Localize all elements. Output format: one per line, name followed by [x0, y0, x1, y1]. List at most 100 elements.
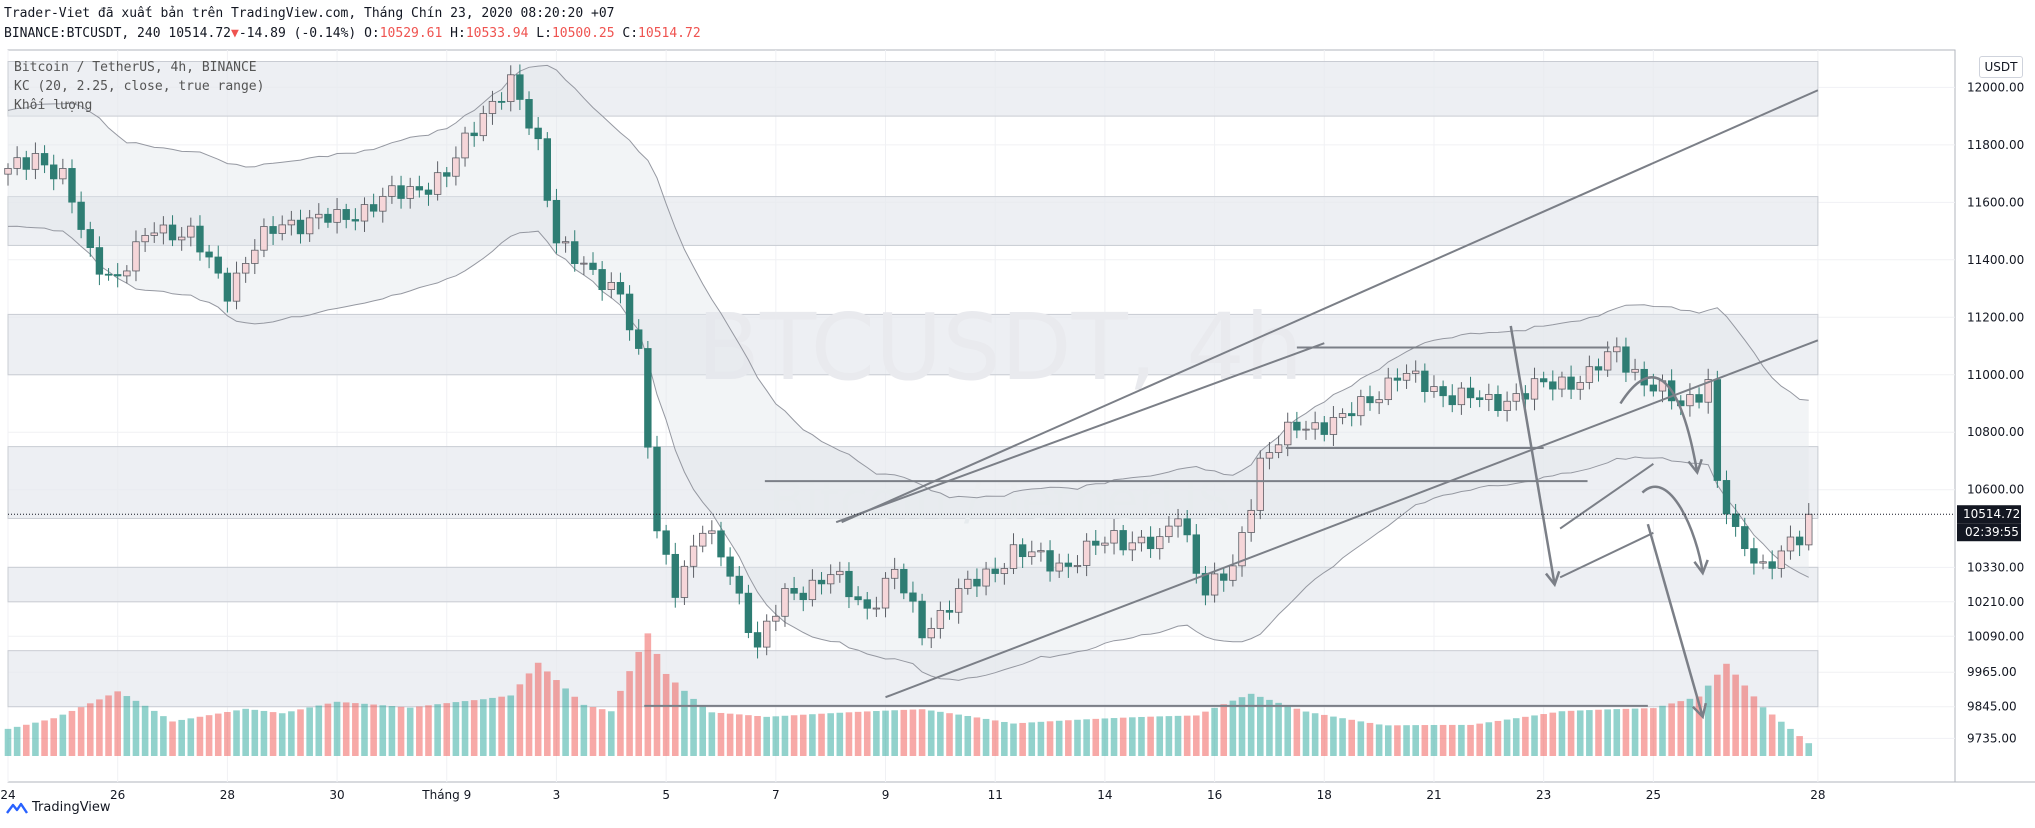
candle-body — [1430, 386, 1438, 393]
candle-body — [918, 600, 926, 639]
candle-body — [817, 579, 826, 585]
y-tick-label: 11800.00 — [1967, 138, 2024, 152]
candle-body — [1338, 413, 1347, 418]
volume-bar — [123, 696, 131, 756]
candle-body — [982, 568, 990, 587]
volume-bar — [425, 705, 432, 756]
candle-body — [397, 185, 405, 199]
volume-bar — [1110, 718, 1118, 756]
candle-body — [1549, 381, 1557, 390]
candle-body — [50, 164, 58, 180]
symbol-interval: BINANCE:BTCUSDT, 240 — [4, 26, 161, 41]
candle-body — [790, 588, 798, 594]
volume-bar — [269, 712, 277, 756]
candle-body — [772, 615, 780, 622]
candle-body — [406, 186, 414, 199]
volume-bar — [845, 712, 853, 756]
candle-body — [177, 236, 186, 241]
candle-body — [1192, 534, 1201, 574]
candle-body — [890, 568, 899, 579]
volume-bar — [626, 671, 633, 756]
volume-bar — [818, 713, 825, 756]
candle-body — [762, 620, 771, 648]
volume-bar — [50, 718, 57, 756]
x-tick-label: 26 — [110, 788, 125, 802]
volume-bar — [1512, 718, 1520, 756]
volume-bar — [361, 703, 368, 756]
volume-bar — [416, 706, 423, 756]
volume-bar — [799, 714, 807, 756]
high-value: 10533.94 — [465, 26, 529, 41]
candle-body — [251, 249, 259, 264]
volume-bar — [388, 706, 396, 756]
candle-body — [1613, 346, 1621, 353]
candle-body — [497, 100, 506, 103]
candle-body — [598, 269, 606, 290]
volume-bar — [1494, 720, 1502, 756]
candle-body — [1320, 422, 1328, 435]
candle-body — [77, 201, 85, 230]
candle-body — [1174, 518, 1182, 527]
candle-body — [1366, 396, 1374, 404]
volume-bar — [132, 700, 140, 756]
volume-bar — [973, 717, 981, 756]
candle-body — [991, 568, 999, 574]
volume-bar — [617, 690, 624, 756]
volume-bar — [790, 715, 798, 756]
candle-body — [461, 132, 469, 159]
candle-body — [507, 74, 515, 102]
x-tick-label: 14 — [1097, 788, 1112, 802]
trend-line — [1559, 463, 1654, 530]
volume-bar — [41, 720, 48, 756]
candle-body — [1183, 518, 1191, 536]
volume-bar — [1092, 718, 1100, 756]
volume-bar — [315, 705, 323, 756]
candle-body — [543, 138, 552, 201]
volume-bar — [1238, 697, 1246, 756]
candle-body — [13, 157, 21, 169]
last-price: 10514.72 — [168, 26, 231, 41]
price-change: -14.89 (-0.14%) — [238, 26, 357, 41]
volume-bar — [77, 707, 85, 756]
volume-bar — [1156, 716, 1164, 756]
volume-bar — [150, 710, 158, 756]
candle-body — [799, 592, 807, 601]
volume-bar — [644, 633, 652, 756]
last-price-tag-text: 10514.72 — [1963, 507, 2020, 521]
volume-bar — [1586, 710, 1593, 756]
candle-body — [1055, 562, 1063, 572]
volume-bar — [1476, 723, 1483, 756]
volume-bar — [1284, 705, 1292, 756]
volume-bar — [580, 704, 588, 756]
candle-body — [863, 599, 871, 609]
candle-body — [333, 209, 341, 223]
volume-bar — [1595, 709, 1602, 756]
candle-body — [1046, 550, 1054, 572]
close-label: C: — [622, 26, 639, 41]
candle-body — [616, 281, 625, 295]
footer-brand: TradingView — [32, 800, 111, 815]
candle-body — [735, 575, 743, 594]
x-tick-label: 11 — [988, 788, 1003, 802]
volume-bar — [1357, 721, 1365, 756]
price-chart[interactable]: 24 26 28 30 Tháng 9 3 5 7 9 11 14 16 18 21 23 25 28 12000… — [0, 48, 2035, 808]
arrow-head-icon — [1693, 559, 1709, 576]
volume-bar — [1549, 712, 1557, 756]
chart-frame[interactable]: 24 26 28 30 Tháng 9 3 5 7 9 11 14 16 18 21 23 25 28 12000… — [0, 48, 2035, 808]
candle-body — [680, 565, 689, 598]
candle-body — [973, 578, 981, 587]
volume-bar — [1714, 674, 1721, 756]
x-tick-label: 16 — [1207, 788, 1222, 802]
candle-body — [232, 272, 241, 302]
open-value: 10529.61 — [379, 26, 443, 41]
candle-body — [296, 219, 305, 235]
candle-body — [360, 204, 369, 222]
volume-bar — [169, 721, 176, 756]
volume-bar — [927, 710, 935, 756]
candle-body — [379, 195, 387, 212]
candle-body — [1777, 550, 1786, 569]
candle-body — [1000, 568, 1009, 574]
volume-bar — [1257, 696, 1264, 756]
volume-bar — [1129, 717, 1136, 756]
currency-button[interactable]: USDT — [1979, 56, 2023, 78]
